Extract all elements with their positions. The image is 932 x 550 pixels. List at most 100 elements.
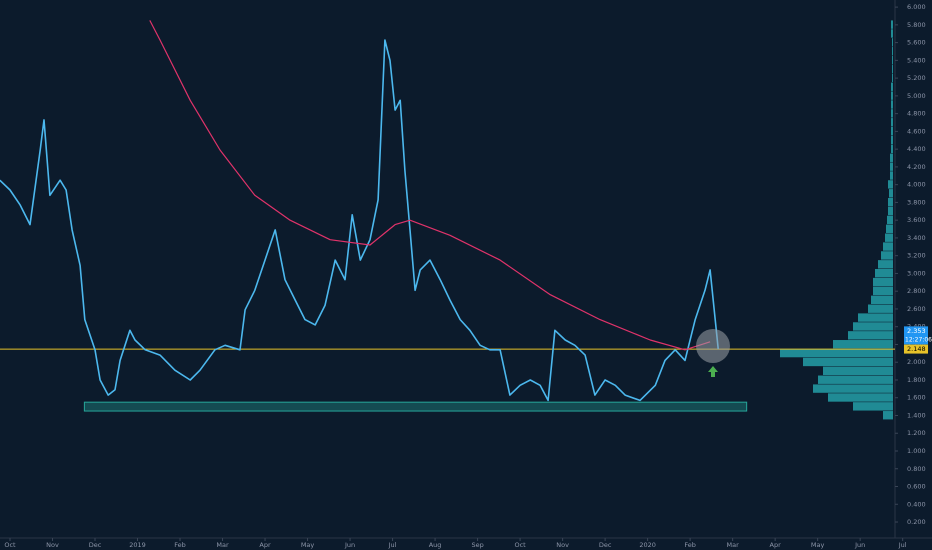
countdown-label: 12:27:06 [905, 336, 932, 343]
volume-profile-bar [892, 47, 893, 56]
y-tick-label: 3.400 [907, 234, 926, 242]
volume-profile-bar [892, 55, 893, 65]
y-tick-label: 0.400 [907, 500, 926, 508]
volume-profile-bar [853, 322, 893, 331]
y-tick-label: 4.400 [907, 145, 926, 153]
volume-profile-bar [828, 393, 893, 402]
volume-profile-bar [891, 20, 893, 29]
y-tick-label: 2.000 [907, 358, 926, 366]
volume-profile-bar [873, 286, 893, 296]
volume-profile-bar [780, 348, 893, 358]
y-tick-label: 1.400 [907, 411, 926, 419]
volume-profile-bar [891, 82, 893, 91]
volume-profile-bar [890, 153, 893, 162]
volume-profile-bar [888, 197, 893, 207]
volume-profile-bar [878, 260, 893, 269]
y-tick-label: 3.600 [907, 216, 926, 224]
x-tick-label: Apr [770, 541, 782, 549]
y-tick-label: 1.000 [907, 447, 926, 455]
volume-profile-bar [890, 171, 893, 180]
volume-profile-bar [885, 233, 893, 242]
volume-profile-bar [813, 384, 893, 393]
up-arrow [708, 366, 718, 377]
x-tick-label: 2020 [639, 541, 656, 549]
volume-profile-bar [892, 64, 893, 74]
y-tick-label: 5.400 [907, 56, 926, 64]
x-tick-label: Jul [388, 541, 397, 549]
volume-profile-bar [833, 340, 893, 349]
volume-profile-bar [803, 357, 893, 367]
volume-profile-bar [887, 215, 893, 225]
y-tick-label: 6.000 [907, 3, 926, 11]
y-tick-label: 5.600 [907, 39, 926, 47]
x-tick-label: Feb [174, 541, 186, 549]
price-label-box [904, 344, 928, 354]
volume-profile-bar [818, 375, 893, 384]
volume-profile-bar [853, 402, 893, 411]
x-tick-label: Jun [854, 541, 865, 549]
x-tick-label: Mar [216, 541, 229, 549]
volume-profile-bar [891, 29, 893, 38]
y-tick-label: 1.600 [907, 394, 926, 402]
y-tick-label: 4.600 [907, 127, 926, 135]
volume-profile-bar [875, 269, 893, 278]
x-tick-label: Dec [599, 541, 612, 549]
price-label-box [904, 326, 928, 345]
volume-profile-bar [858, 313, 893, 322]
volume-profile-bar [881, 251, 893, 260]
volume-profile-bar [823, 366, 893, 376]
y-tick-label: 2.200 [907, 340, 926, 348]
y-tick-label: 4.800 [907, 110, 926, 118]
y-tick-label: 2.600 [907, 305, 926, 313]
price-label: 2.353 [907, 327, 926, 335]
volume-profile-bar [891, 135, 893, 145]
y-tick-label: 3.000 [907, 269, 926, 277]
y-tick-label: 4.000 [907, 181, 926, 189]
x-tick-label: Feb [684, 541, 696, 549]
volume-profile-bar [883, 242, 893, 251]
volume-profile-bar [873, 277, 893, 287]
volume-profile-bar [891, 126, 893, 136]
volume-profile-bar [871, 295, 893, 305]
volume-profile-bar [892, 73, 893, 83]
y-tick-label: 1.200 [907, 429, 926, 437]
x-tick-label: 2019 [129, 541, 146, 549]
volume-profile-bar [891, 118, 893, 127]
x-tick-label: Nov [556, 541, 569, 549]
y-tick-label: 5.000 [907, 92, 926, 100]
x-tick-label: Sep [471, 541, 483, 549]
y-tick-label: 3.800 [907, 198, 926, 206]
volume-profile-bar [888, 206, 893, 216]
y-tick-label: 1.800 [907, 376, 926, 384]
y-tick-label: 0.200 [907, 518, 926, 526]
y-tick-label: 0.800 [907, 465, 926, 473]
plot-area [0, 20, 895, 420]
x-tick-label: Jun [344, 541, 355, 549]
volume-profile-bar [889, 189, 893, 198]
axes: 0.200 0.400 0.600 0.800 1.000 1.200 1.400 1.600… [4, 3, 932, 549]
volume-profile-bar [890, 162, 893, 171]
x-tick-label: Oct [4, 541, 16, 549]
x-tick-label: Mar [727, 541, 740, 549]
price-label: 2.148 [907, 345, 926, 353]
volume-profile-bar [891, 91, 893, 100]
volume-profile-bar [891, 144, 893, 154]
volume-profile-bar [868, 304, 893, 313]
volume-profile-bar [888, 180, 893, 189]
series-line [149, 20, 711, 351]
x-tick-label: Aug [429, 541, 442, 549]
x-tick-label: Nov [46, 541, 59, 549]
y-tick-label: 5.200 [907, 74, 926, 82]
volume-profile-bar [886, 224, 893, 233]
volume-profile-bar [883, 411, 893, 420]
volume-profile-bar [848, 331, 893, 340]
x-tick-label: Apr [259, 541, 271, 549]
x-tick-label: Dec [89, 541, 102, 549]
highlight-circle [696, 329, 730, 363]
volume-profile-bar [891, 100, 893, 109]
y-tick-label: 2.800 [907, 287, 926, 295]
volume-profile-bar [891, 109, 893, 118]
x-tick-label: May [811, 541, 825, 549]
